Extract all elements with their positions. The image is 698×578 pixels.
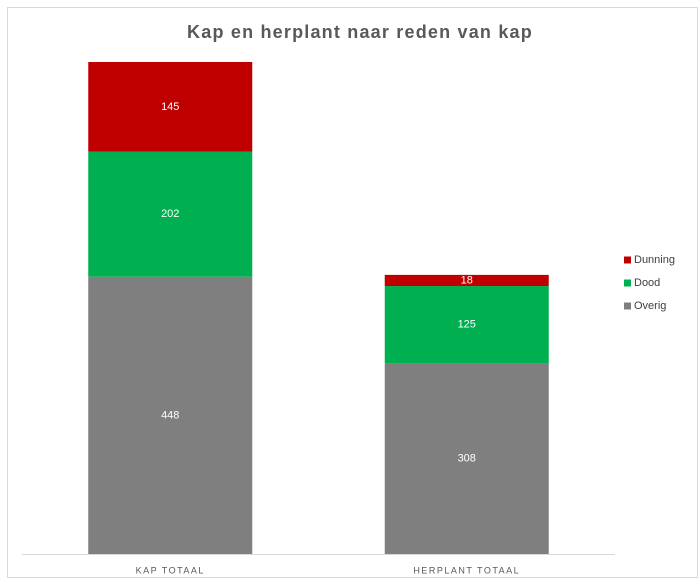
bar-segment [384, 274, 549, 287]
legend-swatch [624, 279, 631, 287]
x-tick-label: HERPLANT TOTAAL [413, 565, 520, 575]
value-label: 448 [161, 409, 179, 421]
value-label: 308 [458, 453, 476, 465]
x-tick-label: KAP TOTAAL [136, 565, 205, 575]
legend-label: Overig [634, 300, 666, 312]
bar-segment [88, 151, 253, 277]
legend-label: Dood [634, 277, 660, 289]
value-label: 202 [161, 208, 179, 220]
bar-segment [88, 62, 253, 152]
bar-segment [88, 276, 253, 554]
legend-swatch [624, 302, 631, 310]
bar-segment [384, 363, 549, 554]
bar-segment [384, 286, 549, 364]
value-label: 18 [461, 274, 473, 286]
value-label: 125 [458, 319, 476, 331]
legend-swatch [624, 256, 631, 264]
value-label: 145 [161, 101, 179, 113]
chart-title: Kap en herplant naar reden van kap [187, 22, 533, 42]
legend-label: Dunning [634, 254, 675, 266]
